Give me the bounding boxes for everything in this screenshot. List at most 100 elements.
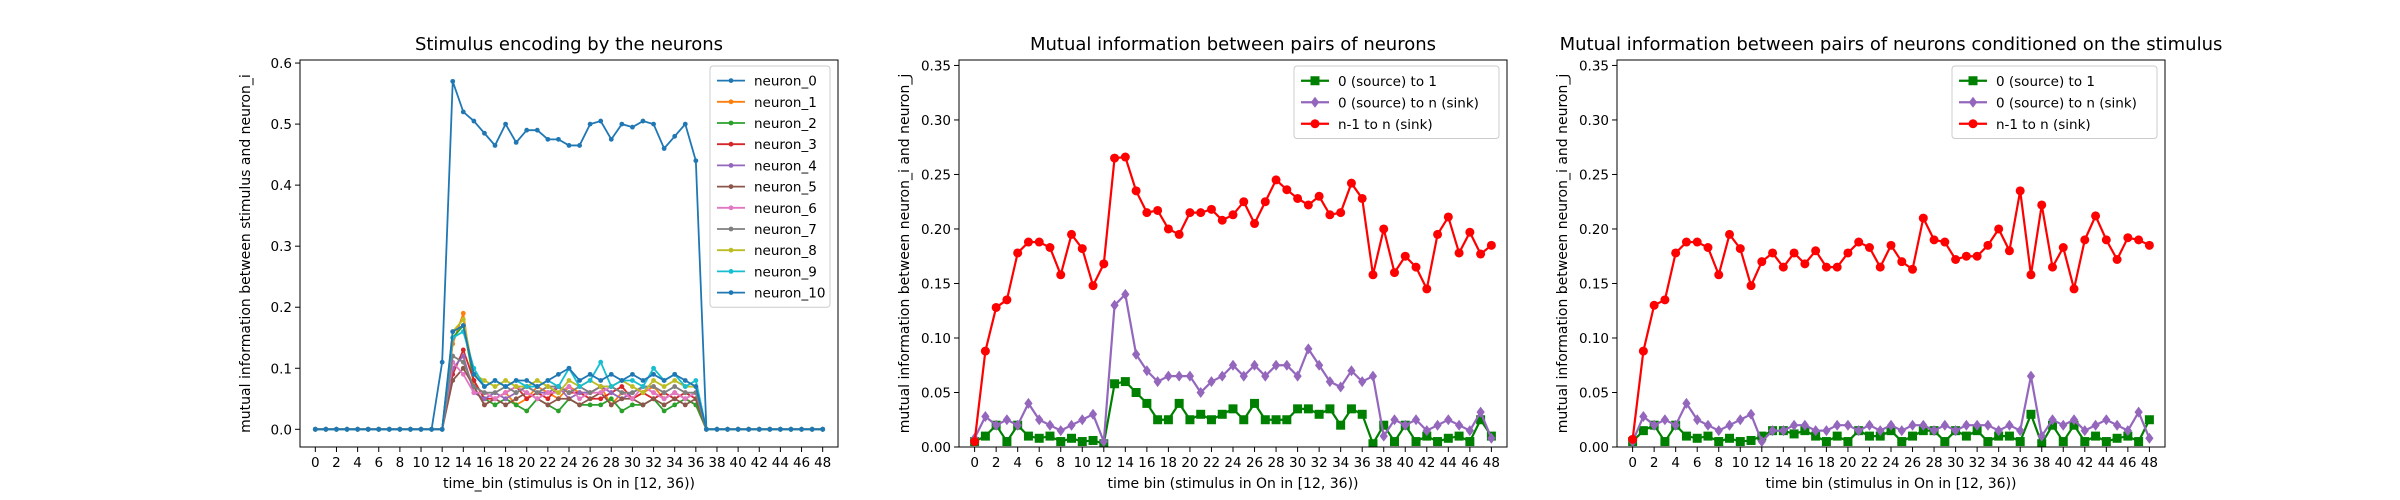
- data-point: [460, 371, 466, 377]
- y-tick-label: 0.0: [271, 422, 292, 438]
- x-tick-label: 34: [1990, 455, 2007, 471]
- data-point: [1390, 414, 1399, 426]
- data-point: [1067, 229, 1077, 239]
- x-tick-label: 20: [518, 455, 535, 471]
- data-point: [460, 317, 466, 322]
- data-point: [1271, 359, 1281, 371]
- data-point: [1994, 224, 2004, 234]
- data-point: [1088, 408, 1098, 420]
- data-point: [1131, 348, 1141, 360]
- data-point: [1693, 414, 1702, 426]
- data-point: [545, 390, 551, 396]
- x-tick-label: 14: [455, 455, 472, 471]
- data-point: [2144, 415, 2154, 425]
- data-point: [980, 346, 990, 356]
- x-tick-label: 46: [1461, 455, 1478, 471]
- data-point: [577, 396, 582, 402]
- data-point: [1271, 415, 1281, 425]
- data-point: [1034, 433, 1044, 443]
- legend-label: 0 (source) to n (sink): [1338, 95, 1479, 111]
- data-point: [577, 390, 582, 396]
- data-point: [577, 143, 582, 148]
- data-point: [661, 402, 667, 408]
- data-point: [556, 408, 561, 414]
- data-point: [598, 384, 604, 389]
- series-n-1-to-n-sink-: [1628, 186, 2154, 444]
- data-point: [1023, 431, 1033, 441]
- data-point: [1411, 437, 1421, 447]
- data-point: [661, 408, 667, 414]
- data-point: [439, 359, 445, 365]
- data-point: [1843, 437, 1853, 447]
- data-point: [1325, 404, 1335, 414]
- data-point: [1250, 398, 1260, 408]
- data-point: [460, 359, 466, 365]
- data-point: [545, 384, 551, 389]
- legend-label: n-1 to n (sink): [1338, 117, 1433, 133]
- data-point: [682, 378, 688, 383]
- series-0-source-to-n-sink-: [1628, 370, 2154, 447]
- data-point: [1454, 431, 1464, 441]
- data-point: [2037, 430, 2046, 442]
- data-point: [1411, 262, 1421, 272]
- data-point: [1336, 420, 1346, 430]
- data-point: [1443, 212, 1453, 222]
- data-point: [598, 359, 604, 365]
- data-point: [1789, 429, 1799, 439]
- data-point: [566, 390, 572, 396]
- x-tick-label: 8: [1714, 455, 1723, 471]
- data-point: [1185, 415, 1195, 425]
- data-point: [1271, 175, 1281, 185]
- data-point: [513, 396, 519, 402]
- data-point: [2144, 240, 2154, 250]
- data-point: [672, 133, 678, 139]
- data-point: [1077, 244, 1087, 254]
- data-point: [1131, 186, 1141, 196]
- data-point: [619, 384, 625, 389]
- data-point: [1250, 219, 1260, 229]
- data-point: [1358, 376, 1367, 388]
- data-point: [820, 426, 826, 432]
- data-point: [1228, 359, 1238, 371]
- data-point: [545, 136, 551, 142]
- data-point: [1983, 240, 1993, 250]
- data-point: [1120, 152, 1130, 162]
- data-point: [1951, 254, 1961, 264]
- data-point: [682, 390, 688, 396]
- data-point: [577, 402, 582, 408]
- data-point: [682, 384, 688, 389]
- data-point: [1443, 433, 1453, 443]
- data-point: [630, 402, 635, 408]
- plot-area: [312, 78, 826, 432]
- data-point: [450, 329, 456, 335]
- data-point: [1735, 437, 1745, 447]
- data-point: [1768, 248, 1778, 258]
- data-point: [1832, 431, 1842, 441]
- legend-swatch-marker: [728, 141, 734, 147]
- data-point: [1725, 433, 1735, 443]
- x-tick-label: 44: [1440, 455, 1457, 471]
- data-point: [661, 396, 667, 402]
- data-point: [534, 384, 540, 389]
- data-point: [503, 402, 508, 408]
- x-tick-label: 14: [1117, 455, 1134, 471]
- x-tick-label: 28: [603, 455, 620, 471]
- data-point: [471, 371, 477, 377]
- y-axis-label: mutual information between neuron_i and …: [897, 74, 913, 434]
- data-point: [1832, 262, 1842, 272]
- x-tick-label: 8: [1056, 455, 1065, 471]
- data-point: [1400, 251, 1410, 261]
- data-point: [1876, 425, 1885, 437]
- y-tick-label: 0.30: [1579, 113, 1609, 129]
- data-point: [460, 109, 466, 115]
- data-point: [2123, 425, 2132, 437]
- x-tick-label: 24: [1224, 455, 1241, 471]
- data-point: [1250, 359, 1259, 371]
- x-tick-label: 26: [582, 455, 599, 471]
- x-tick-label: 44: [2098, 455, 2115, 471]
- data-point: [1789, 248, 1799, 258]
- series-n-1-to-n-sink-: [970, 152, 1496, 447]
- x-tick-label: 24: [560, 455, 577, 471]
